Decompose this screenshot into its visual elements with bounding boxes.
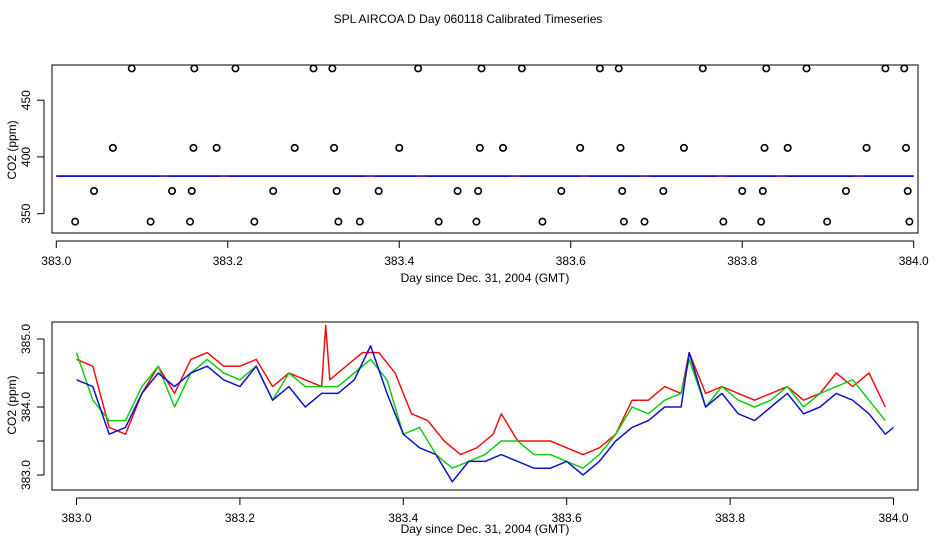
x-tick-label: 383.4 [388, 511, 418, 525]
x-tick-label: 383.4 [384, 254, 414, 268]
calibration-point [71, 217, 80, 226]
x-tick-label: 383.2 [225, 511, 255, 525]
x-tick-label: 383.6 [556, 254, 586, 268]
calibration-point [517, 64, 526, 73]
series-line-green [75, 352, 886, 469]
calibration-point [434, 217, 443, 226]
calibration-point [595, 64, 604, 73]
panel-top-points [71, 64, 914, 226]
calibration-point [108, 143, 117, 152]
calibration-point [168, 187, 177, 196]
calibration-point [614, 64, 623, 73]
x-tick-label: 383.0 [41, 254, 71, 268]
calibration-point [189, 143, 198, 152]
calibration-point [738, 187, 747, 196]
panel-bottom: Day since Dec. 31, 2004 (GMT) CO2 (ppm) … [5, 321, 919, 536]
calibration-point [499, 143, 508, 152]
calibration-point [862, 143, 871, 152]
calibration-point [90, 187, 99, 196]
calibration-point [557, 187, 566, 196]
calibration-point [212, 143, 221, 152]
series-line-blue [76, 345, 894, 483]
calibration-point [332, 187, 341, 196]
calibration-point [618, 187, 627, 196]
calibration-point [640, 217, 649, 226]
calibration-point [823, 217, 832, 226]
calibration-point [186, 217, 195, 226]
calibration-point [905, 217, 914, 226]
chart-title: SPL AIRCOA D Day 060118 Calibrated Times… [334, 12, 603, 26]
calibration-point [290, 143, 299, 152]
x-tick-label: 383.6 [552, 511, 582, 525]
calibration-point [903, 187, 912, 196]
calibration-point [453, 187, 462, 196]
panel-top-ylabel: CO2 (ppm) [5, 120, 19, 179]
calibration-point [414, 64, 423, 73]
calibration-point [190, 64, 199, 73]
x-tick-label: 384.0 [899, 254, 929, 268]
calibration-point [659, 187, 668, 196]
panel-bottom-ylabel: CO2 (ppm) [5, 375, 19, 434]
panel-top-frame [51, 64, 919, 234]
y-tick-label: 350 [19, 203, 33, 223]
panel-bottom-xticks: 383.0 383.2 383.4 383.6 383.8 384.0 [61, 497, 909, 525]
calibration-point [309, 64, 318, 73]
panel-bottom-xlabel: Day since Dec. 31, 2004 (GMT) [401, 522, 570, 536]
panel-bottom-yticks: 383.0 384.0 385.0 [19, 324, 45, 490]
calibration-point [698, 64, 707, 73]
y-tick-label: 385.0 [19, 324, 33, 354]
panel-top: Day since Dec. 31, 2004 (GMT) CO2 (ppm) … [5, 64, 929, 285]
x-tick-label: 383.2 [213, 254, 243, 268]
x-tick-label: 383.0 [61, 511, 91, 525]
panel-top-xticks: 383.0 383.2 383.4 383.6 383.8 384.0 [41, 240, 929, 268]
calibration-point [475, 143, 484, 152]
calibration-point [538, 217, 547, 226]
calibration-point [231, 64, 240, 73]
x-tick-label: 383.8 [727, 254, 757, 268]
y-tick-label: 383.0 [19, 460, 33, 490]
calibration-point [250, 217, 259, 226]
calibration-point [330, 143, 339, 152]
panel-bottom-frame [51, 321, 919, 491]
calibration-point [679, 143, 688, 152]
panel-bottom-series [75, 324, 894, 483]
calibration-point [841, 187, 850, 196]
calibration-point [762, 64, 771, 73]
calibration-point [334, 217, 343, 226]
calibration-point [328, 64, 337, 73]
calibration-point [760, 143, 769, 152]
y-tick-label: 400 [19, 147, 33, 167]
calibration-point [881, 64, 890, 73]
series-line-red [76, 324, 886, 456]
calibration-point [576, 143, 585, 152]
calibration-point [187, 187, 196, 196]
calibration-point [783, 143, 792, 152]
calibration-point [146, 217, 155, 226]
calibration-point [269, 187, 278, 196]
calibration-point [474, 187, 483, 196]
calibration-point [757, 217, 766, 226]
calibration-point [901, 143, 910, 152]
calibration-point [758, 187, 767, 196]
calibration-point [619, 217, 628, 226]
y-tick-label: 450 [19, 90, 33, 110]
panel-top-yticks: 350 400 450 [19, 90, 45, 224]
calibration-point [355, 217, 364, 226]
panel-top-xlabel: Day since Dec. 31, 2004 (GMT) [401, 271, 570, 285]
calibration-point [374, 187, 383, 196]
calibration-point [472, 217, 481, 226]
calibration-point [395, 143, 404, 152]
calibration-point [127, 64, 136, 73]
y-tick-label: 384.0 [19, 392, 33, 422]
x-tick-label: 383.8 [715, 511, 745, 525]
x-tick-label: 384.0 [878, 511, 908, 525]
calibration-point [719, 217, 728, 226]
calibration-point [616, 143, 625, 152]
calibration-point [900, 64, 909, 73]
calibration-point [477, 64, 486, 73]
calibration-point [802, 64, 811, 73]
